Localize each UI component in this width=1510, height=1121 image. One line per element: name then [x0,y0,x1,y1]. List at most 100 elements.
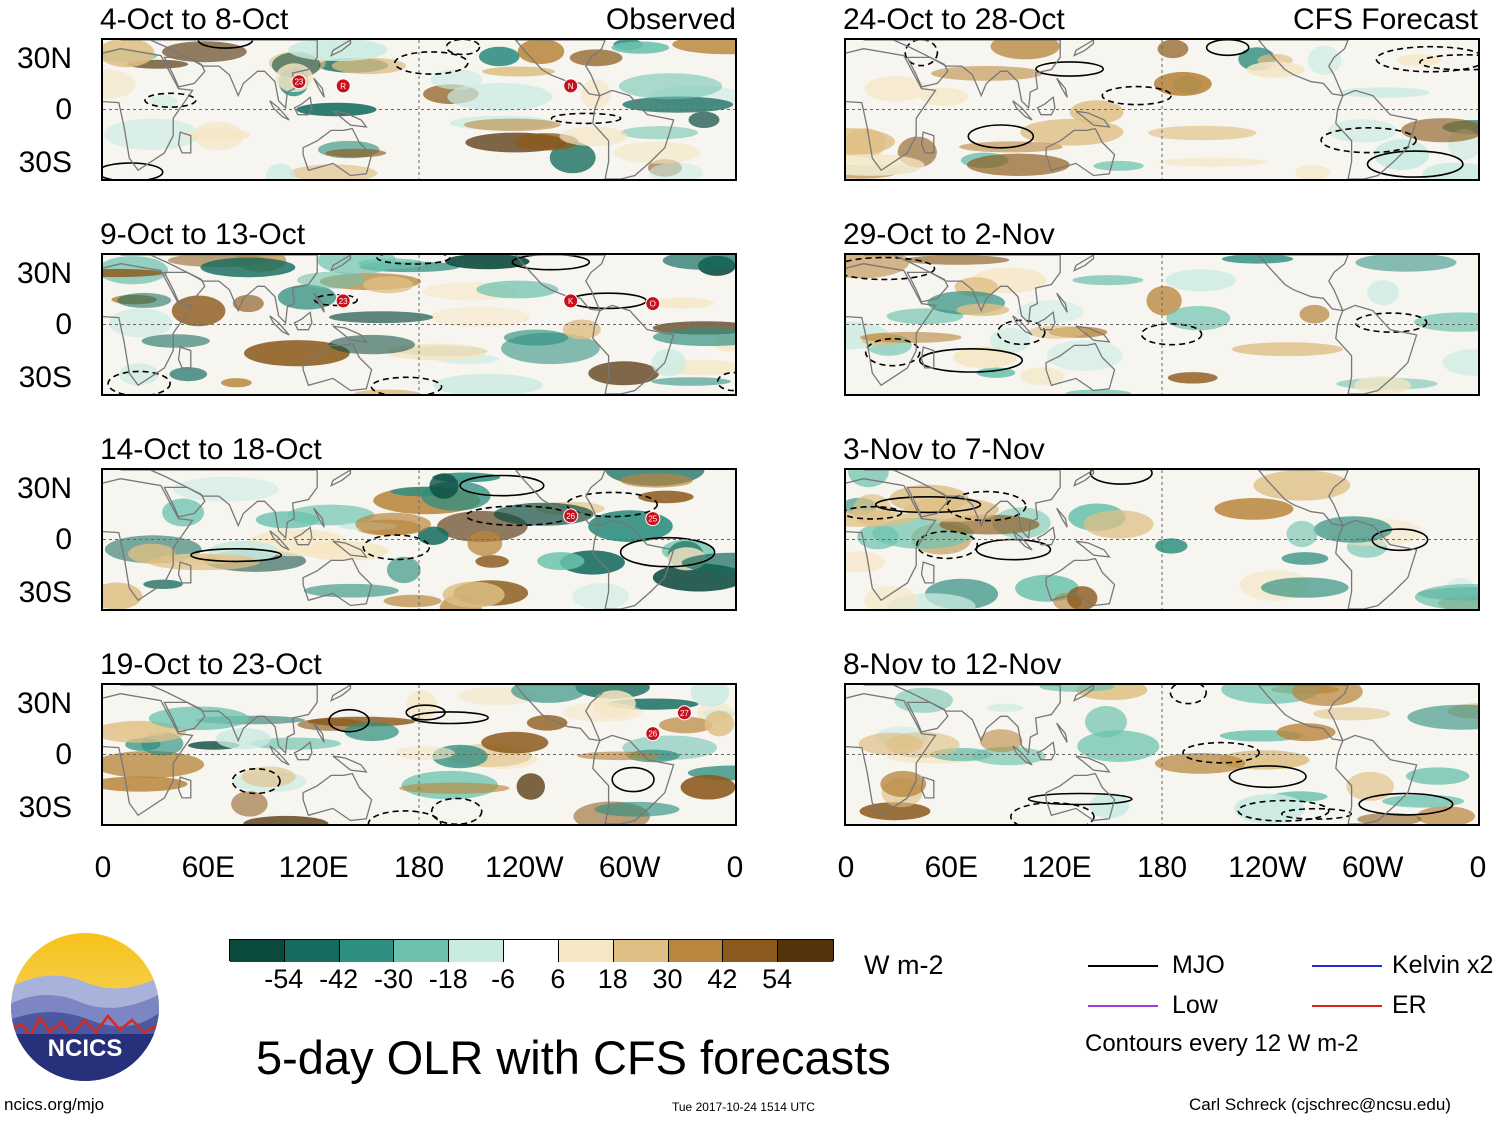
coastline [1056,292,1068,313]
olr-anomaly-patch [429,306,530,328]
colorbar-cell [504,940,559,962]
x-tick-label: 0 [837,851,855,884]
footer-url[interactable]: ncics.org/mjo [4,1095,105,1114]
legend-line-mjo [1088,965,1158,967]
x-tick-label: 0 [1469,851,1487,884]
colorbar-cell [723,940,779,962]
olr-anomaly-patch [1027,325,1086,339]
mjo-contour [916,530,979,560]
coastline [592,304,675,394]
legend-label-er: ER [1392,991,1427,1019]
cfs-forecast-tag: CFS Forecast [1292,3,1478,36]
coastline [302,557,373,607]
colorbar-cell [449,940,505,962]
olr-map: 26 25 [103,470,735,609]
mjo-contour [393,51,469,75]
coastline [1075,755,1111,773]
storm-marker: K [563,293,579,309]
storm-marker: N [563,78,579,94]
olr-anomaly-patch [303,583,399,598]
colorbar-tick-label: -30 [373,964,413,994]
olr-anomaly-patch [1354,376,1411,394]
mjo-contour [1419,54,1478,71]
mjo-contour [511,255,591,271]
storm-marker: 26 [645,726,661,742]
olr-anomaly-patch [577,751,661,761]
coastline [103,263,194,387]
x-tick-label: 180 [393,851,445,884]
olr-anomaly-patch [1083,510,1154,539]
olr-map [846,685,1478,824]
storm-marker: O [645,296,661,312]
olr-anomaly-patch [1154,753,1246,774]
mjo-contour [103,162,164,179]
coastline [332,325,368,343]
coastline [1075,325,1111,343]
olr-anomaly-patch [244,340,350,367]
olr-anomaly-patch [119,363,159,386]
x-tick-label: 0 [94,851,112,884]
coastline [1036,96,1056,116]
mjo-contour [1228,765,1307,789]
coastline [163,486,206,518]
map-panel-8 [844,683,1480,826]
olr-anomaly-patch [383,594,442,608]
coastline [269,530,290,551]
olr-anomaly-patch [1299,304,1330,324]
coastline [592,89,675,179]
olr-anomaly-patch [1422,162,1478,179]
coastline [1045,342,1116,392]
panel-title-8: 8-Nov to 12-Nov [843,648,1062,681]
colorbar-tick-label: -42 [319,964,359,994]
mjo-contour [107,370,171,394]
olr-map: 23 K O [103,255,735,394]
olr-anomaly-patch [1292,685,1363,706]
olr-anomaly-patch [386,556,421,584]
olr-anomaly-patch [231,791,268,817]
olr-anomaly-patch [580,79,611,110]
olr-anomaly-patch [846,128,887,158]
storm-marker: 27 [676,705,692,721]
coastline [302,772,373,822]
mjo-contour [1035,61,1104,77]
mjo-contour [874,495,982,514]
storm-marker: R [335,78,351,94]
olr-anomaly-patch [1442,348,1478,376]
coastline [846,263,937,387]
olr-anomaly-patch [1065,389,1132,394]
olr-anomaly-patch [885,732,960,758]
storm-label: R [340,82,346,91]
olr-anomaly-patch [690,685,729,707]
storm-marker: 26 [563,508,579,524]
olr-anomaly-patch [526,715,568,731]
olr-anomaly-patch [611,41,670,54]
olr-anomaly-patch [1355,255,1457,272]
storm-label: 26 [566,512,575,521]
mjo-contour [231,767,281,795]
coastline [592,734,675,824]
olr-anomaly-patch [1166,306,1231,331]
olr-anomaly-patch [859,802,931,821]
olr-anomaly-patch [846,154,925,176]
olr-anomaly-patch [848,470,889,488]
storm-label: 27 [680,709,689,718]
mjo-contour [846,256,936,281]
coastline [330,255,352,272]
olr-anomaly-patch [1158,157,1267,167]
coastline [332,755,368,773]
olr-anomaly-patch [1069,100,1124,124]
coastline [313,292,325,313]
olr-anomaly-patch [1046,340,1123,371]
y-tick-label: 30S [18,791,72,824]
storm-marker: 23 [291,74,307,90]
olr-anomaly-patch [659,716,713,734]
olr-anomaly-patch [328,334,415,355]
y-tick-label: 30S [18,361,72,394]
coastline [103,478,194,602]
coastline [1036,526,1056,546]
colorbar-cell [558,940,614,962]
olr-anomaly-patch [265,163,295,179]
olr-anomaly-patch [638,490,694,504]
coastline [313,507,325,528]
olr-anomaly-patch [920,87,968,106]
